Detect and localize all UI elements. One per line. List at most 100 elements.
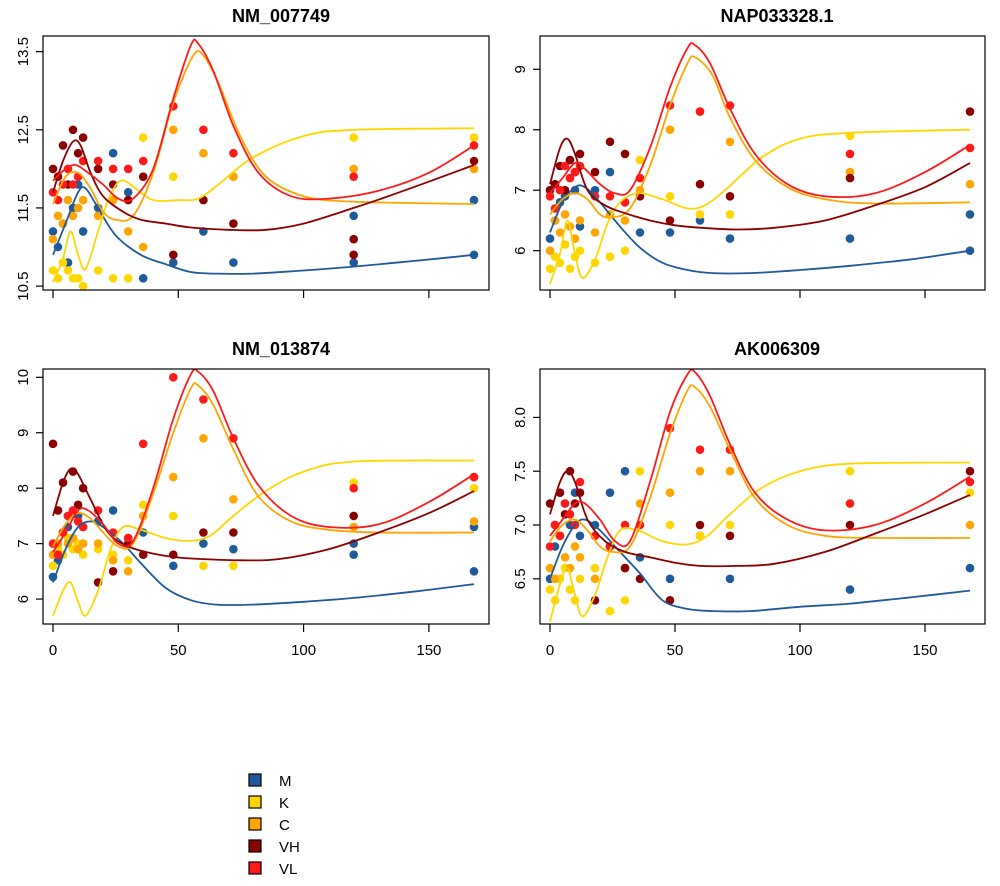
data-point-m xyxy=(138,274,148,283)
data-point-k xyxy=(48,561,58,571)
data-point-c xyxy=(545,246,555,255)
data-point-c xyxy=(590,574,600,584)
data-point-m xyxy=(695,216,705,225)
data-point-vh xyxy=(545,185,555,195)
panel-nm-007749: NM_007749 10.5 11.5 12.5 13.5 xyxy=(15,6,490,301)
y-tick-label: 7.0 xyxy=(512,515,529,536)
legend-label: VL xyxy=(279,861,297,878)
data-point-vl xyxy=(93,156,103,166)
data-point-k xyxy=(545,585,555,594)
data-point-k xyxy=(605,252,615,261)
data-point-vh xyxy=(349,234,359,244)
data-point-k xyxy=(605,606,615,616)
data-point-m xyxy=(349,258,359,267)
data-point-k xyxy=(138,133,148,142)
data-point-k xyxy=(695,210,705,219)
data-point-m xyxy=(635,228,645,237)
data-point-vl xyxy=(349,483,359,493)
data-point-c xyxy=(108,195,118,205)
data-point-m xyxy=(965,563,975,573)
data-point-vl xyxy=(965,143,975,153)
data-point-c xyxy=(123,227,133,236)
data-point-k xyxy=(123,556,133,565)
y-tick-label: 7.5 xyxy=(512,461,529,482)
data-point-vh xyxy=(565,155,575,165)
data-point-vl xyxy=(555,185,565,195)
data-point-m xyxy=(575,222,585,231)
data-point-c xyxy=(199,148,208,158)
legend-swatch xyxy=(248,861,262,875)
fit-curve-k xyxy=(52,127,475,283)
data-point-c xyxy=(229,495,238,504)
data-point-vl xyxy=(73,517,83,526)
data-point-k xyxy=(78,550,88,559)
fit-curve-k xyxy=(549,461,971,623)
data-point-vh xyxy=(138,172,148,181)
data-point-vh xyxy=(605,137,615,147)
data-point-c xyxy=(48,234,58,244)
data-point-k xyxy=(108,274,118,283)
data-point-vh xyxy=(78,133,88,142)
data-point-c xyxy=(169,472,178,482)
data-point-vh xyxy=(73,500,83,510)
panel-title: AK006309 xyxy=(734,339,820,359)
legend-label: C xyxy=(279,817,290,834)
legend-entry-k: K xyxy=(248,795,289,812)
data-point-k xyxy=(123,274,133,283)
data-point-m xyxy=(605,488,615,498)
data-point-k xyxy=(695,531,705,541)
fit-curve-vl xyxy=(52,369,475,553)
data-point-k xyxy=(349,133,359,142)
data-point-k xyxy=(199,561,208,571)
x-tick-label: 100 xyxy=(291,642,316,659)
fit-curve-m xyxy=(52,186,475,275)
data-point-vh xyxy=(108,567,118,576)
y-tick-label: 10 xyxy=(15,369,32,386)
legend-entry-c: C xyxy=(248,817,290,834)
data-point-c xyxy=(63,195,73,205)
data-point-m xyxy=(169,258,178,267)
data-point-k xyxy=(138,500,148,510)
data-point-vh xyxy=(965,107,975,116)
data-point-c xyxy=(349,164,359,174)
data-point-vh xyxy=(199,528,208,537)
data-point-m xyxy=(229,544,238,554)
fit-curve-c xyxy=(549,384,971,554)
data-point-vl xyxy=(169,373,178,382)
legend-swatch xyxy=(248,773,262,787)
data-point-m xyxy=(725,574,735,584)
data-point-k xyxy=(565,585,575,594)
legend-entry-vh: VH xyxy=(248,839,300,856)
data-point-c xyxy=(620,216,630,225)
data-point-vl xyxy=(68,506,78,515)
legend: M K C VH VL xyxy=(248,773,300,878)
fit-curve-m xyxy=(52,520,475,606)
fit-curve-vl xyxy=(549,42,971,198)
y-tick-label: 11.5 xyxy=(15,194,32,222)
data-point-k xyxy=(575,246,585,255)
data-point-vl xyxy=(53,550,63,559)
data-point-m xyxy=(845,585,855,594)
plot-frame xyxy=(539,35,986,291)
y-tick-label: 9 xyxy=(512,65,529,73)
data-point-vh xyxy=(229,219,238,228)
y-tick-label: 13.5 xyxy=(15,37,32,66)
data-point-c xyxy=(575,553,585,562)
y-tick-label: 8 xyxy=(15,484,32,492)
data-point-m xyxy=(725,234,735,243)
data-point-m xyxy=(469,195,479,205)
data-point-m xyxy=(665,574,675,584)
data-point-k xyxy=(590,563,600,573)
panel-title: NAP033328.1 xyxy=(720,6,833,26)
data-point-vl xyxy=(845,499,855,508)
data-point-m xyxy=(349,211,359,221)
data-point-m xyxy=(545,234,555,243)
data-point-vl xyxy=(123,164,133,174)
data-point-c xyxy=(965,179,975,189)
data-point-m xyxy=(469,567,479,576)
data-point-k xyxy=(725,210,735,219)
data-point-m xyxy=(123,188,133,197)
data-point-vh xyxy=(725,531,735,541)
data-point-vh xyxy=(575,149,585,159)
data-point-vh xyxy=(550,179,560,189)
